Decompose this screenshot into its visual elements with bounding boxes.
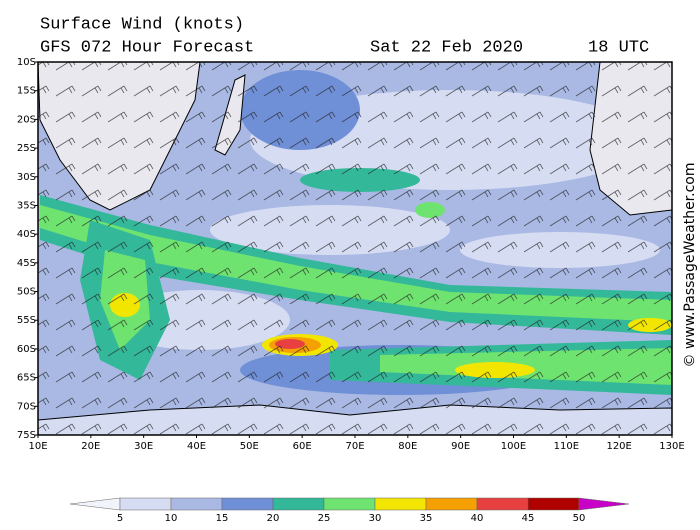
legend-swatch: [374, 497, 427, 511]
legend-swatch: [425, 497, 478, 511]
watermark: © www.PassageWeather.com: [682, 162, 698, 367]
lat-label: 55S: [17, 315, 36, 326]
time-label: 18 UTC: [588, 38, 649, 57]
lat-label: 20S: [17, 114, 36, 125]
legend-swatch: [170, 497, 223, 511]
lon-label: 120E: [606, 441, 631, 452]
legend-tick-label: 35: [420, 513, 433, 524]
legend-tick-label: 5: [117, 513, 123, 524]
model-label: GFS 072 Hour Forecast: [40, 38, 254, 57]
legend-tick-label: 15: [216, 513, 229, 524]
legend-swatch: [69, 497, 121, 511]
legend-swatch: [272, 497, 325, 511]
legend-tick-label: 25: [318, 513, 331, 524]
lat-label: 45S: [17, 258, 36, 269]
lon-label: 90E: [451, 441, 470, 452]
lon-label: 70E: [345, 441, 364, 452]
legend-swatch: [476, 497, 529, 511]
lat-label: 65S: [17, 373, 36, 384]
legend-tick-label: 10: [165, 513, 178, 524]
wind-field: [38, 62, 672, 435]
lon-label: 110E: [554, 441, 579, 452]
lat-label: 10S: [17, 57, 36, 68]
lat-label: 15S: [17, 86, 36, 97]
color-legend: 5 10 15 20 25 30 35 40 45 50: [69, 497, 630, 524]
lon-axis: 10E 20E 30E 40E 50E 60E 70E 80E 90E 100E 110E 120E 1…: [28, 435, 685, 452]
legend-swatch: [119, 497, 172, 511]
lon-label: 100E: [501, 441, 526, 452]
lon-label: 50E: [240, 441, 259, 452]
lat-label: 70S: [17, 401, 36, 412]
lon-label: 10E: [28, 441, 47, 452]
lat-label: 30S: [17, 172, 36, 183]
lat-label: 50S: [17, 287, 36, 298]
lat-label: 40S: [17, 229, 36, 240]
lat-label: 60S: [17, 344, 36, 355]
lat-axis: 10S 15S 20S 25S 30S 35S 40S 45S 50S 55S 60S 65S 70S 7…: [17, 57, 38, 441]
lat-label: 25S: [17, 143, 36, 154]
title: Surface Wind (knots): [40, 15, 244, 34]
legend-tick-label: 20: [267, 513, 280, 524]
lat-label: 35S: [17, 200, 36, 211]
lon-label: 30E: [134, 441, 153, 452]
legend-tick-label: 45: [522, 513, 535, 524]
lon-label: 20E: [81, 441, 100, 452]
legend-swatch: [527, 497, 580, 511]
lat-label: 75S: [17, 430, 36, 441]
date-label: Sat 22 Feb 2020: [370, 38, 523, 57]
lon-label: 60E: [293, 441, 312, 452]
legend-tick-label: 50: [573, 513, 586, 524]
legend-swatch: [323, 497, 376, 511]
lon-label: 130E: [659, 441, 684, 452]
legend-swatch: [578, 497, 630, 511]
lon-label: 80E: [398, 441, 417, 452]
legend-tick-label: 40: [471, 513, 484, 524]
legend-tick-label: 30: [369, 513, 382, 524]
lon-label: 40E: [187, 441, 206, 452]
legend-swatch: [221, 497, 274, 511]
